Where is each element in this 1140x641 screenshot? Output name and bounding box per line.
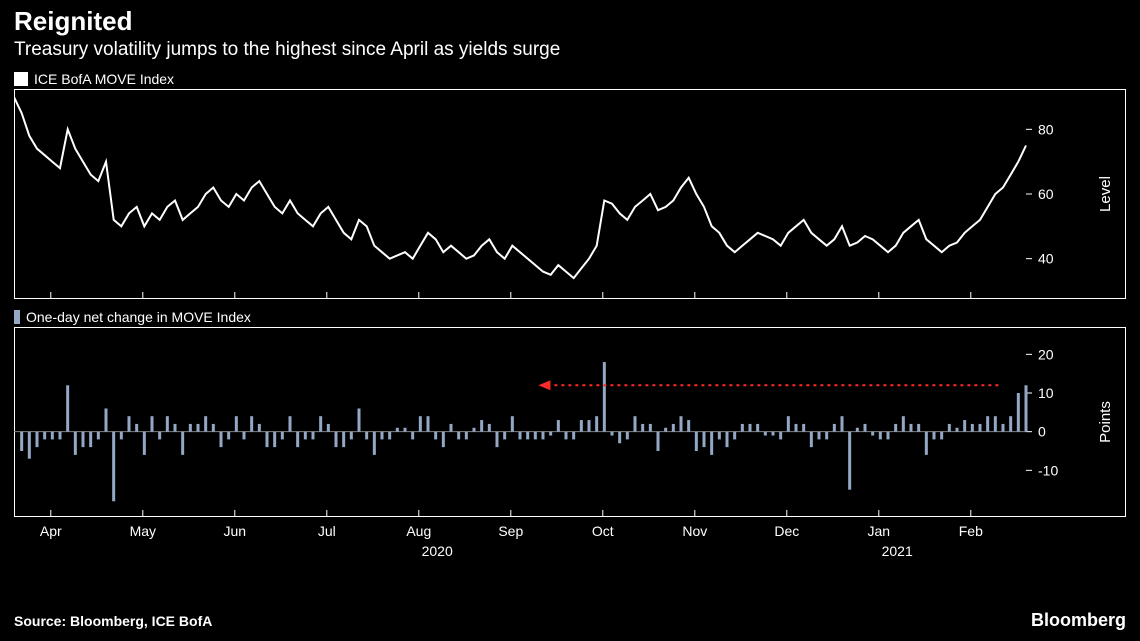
x-year-label: 2021 <box>882 543 913 559</box>
x-tick-label: Dec <box>774 523 799 539</box>
x-tick-label: May <box>130 523 156 539</box>
x-tick-label: Jul <box>318 523 336 539</box>
x-tick-label: Apr <box>40 523 62 539</box>
bar-legend-swatch <box>14 310 20 324</box>
source-attribution: Source: Bloomberg, ICE BofA <box>14 613 212 629</box>
x-tick-label: Sep <box>498 523 523 539</box>
chart-title: Reignited <box>0 0 1140 37</box>
x-year-label: 2020 <box>422 543 453 559</box>
line-chart: 40 60 80 Level <box>14 89 1126 299</box>
svg-text:0: 0 <box>1038 424 1046 440</box>
chart-subtitle: Treasury volatility jumps to the highest… <box>0 37 1140 67</box>
x-tick-label: Jan <box>868 523 891 539</box>
x-tick-label: Aug <box>406 523 431 539</box>
bar-legend-label: One-day net change in MOVE Index <box>26 309 251 325</box>
svg-text:20: 20 <box>1038 346 1054 362</box>
svg-text:-10: -10 <box>1038 462 1058 478</box>
svg-text:10: 10 <box>1038 385 1054 401</box>
line-legend-label: ICE BofA MOVE Index <box>34 71 174 87</box>
bar-chart: -10 0 10 20 Points <box>14 327 1126 517</box>
line-legend-swatch <box>14 72 28 86</box>
svg-text:Level: Level <box>1097 176 1114 212</box>
x-tick-label: Nov <box>682 523 707 539</box>
svg-text:60: 60 <box>1038 186 1054 202</box>
x-tick-label: Jun <box>224 523 247 539</box>
svg-text:Points: Points <box>1097 401 1114 443</box>
x-tick-label: Oct <box>592 523 614 539</box>
svg-text:40: 40 <box>1038 251 1054 267</box>
line-legend: ICE BofA MOVE Index <box>0 67 1140 89</box>
x-tick-label: Feb <box>959 523 983 539</box>
bar-legend: One-day net change in MOVE Index <box>0 299 1140 327</box>
x-axis-labels: Apr May Jun Jul Aug Sep Oct Nov Dec Jan Feb 2020 202… <box>14 517 1126 563</box>
svg-text:80: 80 <box>1038 121 1054 137</box>
bloomberg-brand: Bloomberg <box>1031 610 1126 631</box>
